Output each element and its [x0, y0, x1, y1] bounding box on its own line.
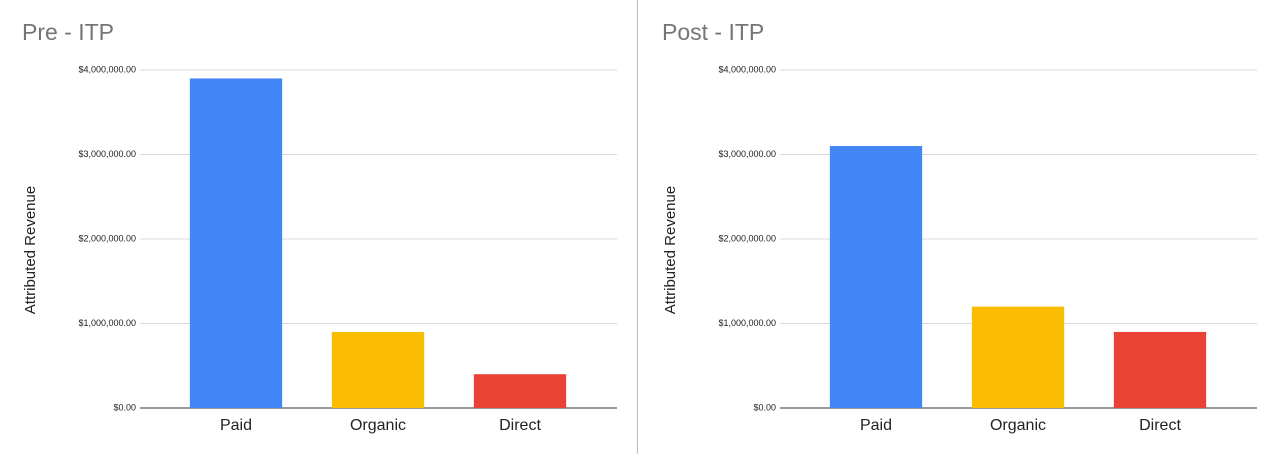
y-tick-label: $1,000,000.00	[718, 318, 776, 328]
bar	[971, 306, 1065, 408]
bar	[1113, 331, 1207, 408]
y-tick-label: $2,000,000.00	[78, 233, 136, 243]
y-tick-label: $0.00	[753, 402, 776, 412]
x-tick-label: Paid	[220, 417, 252, 434]
y-tick-label: $1,000,000.00	[78, 318, 136, 328]
y-tick-label: $4,000,000.00	[718, 64, 776, 74]
y-tick-label: $3,000,000.00	[718, 149, 776, 159]
x-tick-label: Direct	[499, 417, 541, 434]
bar	[189, 78, 283, 408]
chart-title: Post - ITP	[662, 19, 764, 45]
y-axis-label: Attributed Revenue	[662, 186, 679, 314]
y-tick-label: $4,000,000.00	[78, 64, 136, 74]
x-tick-label: Organic	[990, 417, 1046, 434]
y-tick-label: $0.00	[113, 402, 136, 412]
chart-title: Pre - ITP	[22, 19, 114, 45]
y-axis-label: Attributed Revenue	[22, 186, 39, 314]
x-tick-label: Direct	[1139, 417, 1181, 434]
x-tick-label: Organic	[350, 417, 406, 434]
x-tick-label: Paid	[860, 417, 892, 434]
y-tick-label: $2,000,000.00	[718, 233, 776, 243]
y-tick-label: $3,000,000.00	[78, 149, 136, 159]
bar	[473, 374, 567, 408]
bar	[331, 331, 425, 408]
bar	[829, 146, 923, 409]
